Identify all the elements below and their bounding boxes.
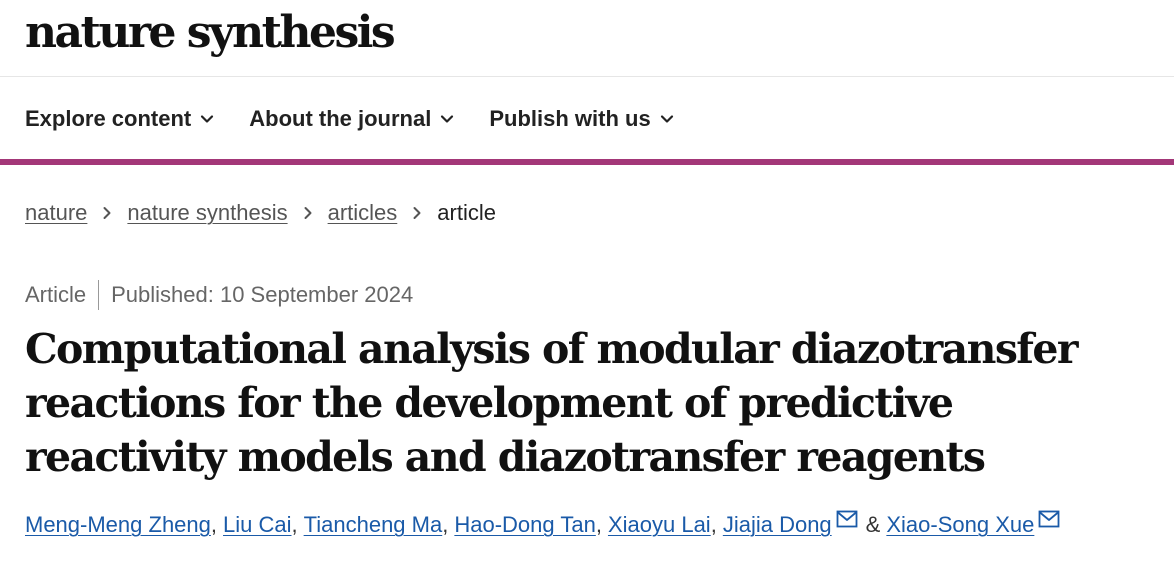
accent-divider [0, 159, 1174, 165]
breadcrumb-current: article [437, 200, 496, 225]
article-title: Computational analysis of modular diazot… [25, 325, 1078, 481]
author-link[interactable]: Tiancheng Ma [303, 512, 443, 537]
nav-item-label: Explore content [25, 106, 192, 131]
nav-publish-with-us[interactable]: Publish with us [489, 106, 674, 132]
published-date: Published: 10 September 2024 [111, 282, 414, 307]
breadcrumb-link-nature-synthesis[interactable]: nature synthesis [127, 200, 288, 225]
nav-item-label: Publish with us [489, 106, 651, 131]
chevron-down-icon [659, 111, 675, 127]
mail-icon[interactable] [1038, 510, 1060, 528]
author-link[interactable]: Liu Cai [223, 512, 292, 537]
main-navigation: Explore content About the journal Publis… [0, 77, 1174, 159]
breadcrumb: nature nature synthesis articles article [0, 198, 1174, 228]
author-separator: , [291, 512, 298, 537]
breadcrumb-link-articles[interactable]: articles [327, 200, 398, 225]
nav-item-label: About the journal [249, 106, 432, 131]
author-separator: , [210, 512, 218, 537]
author-and-separator: & [865, 512, 881, 537]
article-type: Article [25, 282, 87, 307]
nav-explore-content[interactable]: Explore content [25, 106, 215, 132]
author-separator: , [595, 512, 602, 537]
author-separator: , [710, 512, 717, 537]
author-link[interactable]: Jiajia Dong [722, 512, 832, 537]
nav-about-the-journal[interactable]: About the journal [249, 106, 455, 132]
breadcrumb-link-nature[interactable]: nature [25, 200, 88, 225]
site-header: nature synthesis [0, 0, 1174, 77]
author-list: Meng-Meng Zheng, Liu Cai, Tiancheng Ma, … [0, 504, 1174, 538]
author-link[interactable]: Xiao-Song Xue [886, 512, 1035, 537]
author-link[interactable]: Meng-Meng Zheng [25, 512, 211, 537]
chevron-right-icon [397, 205, 437, 221]
author-separator: , [442, 512, 449, 537]
author-link[interactable]: Xiaoyu Lai [607, 512, 711, 537]
chevron-right-icon [288, 205, 328, 221]
meta-divider [98, 280, 100, 310]
article-meta: Article Published: 10 September 2024 [0, 280, 1174, 310]
journal-logo[interactable]: nature synthesis [25, 7, 396, 58]
chevron-down-icon [199, 111, 215, 127]
mail-icon[interactable] [836, 510, 858, 528]
chevron-down-icon [439, 111, 455, 127]
chevron-right-icon [87, 205, 127, 221]
author-link[interactable]: Hao-Dong Tan [454, 512, 596, 537]
